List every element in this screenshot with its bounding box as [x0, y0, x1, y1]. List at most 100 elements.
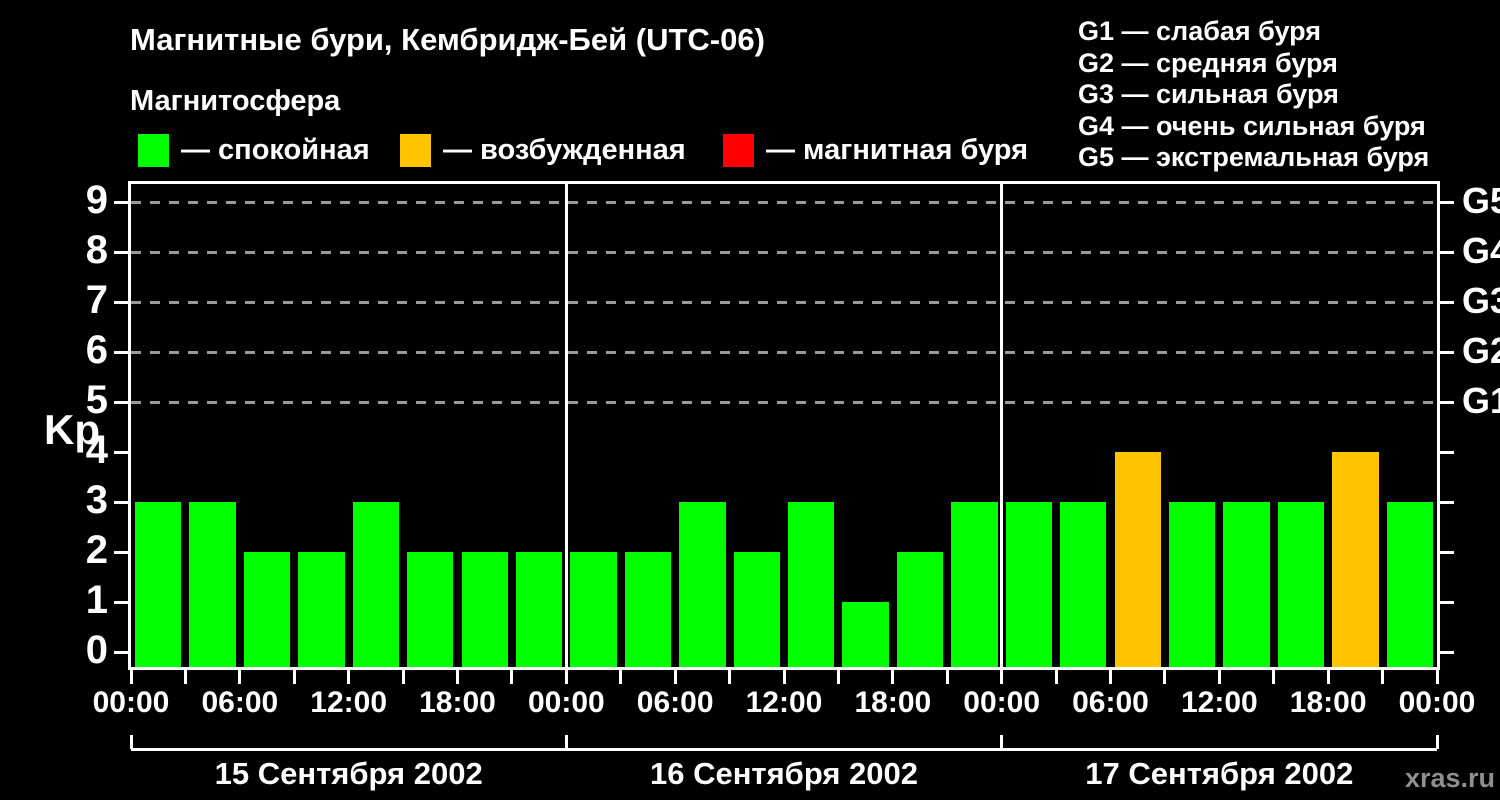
y-axis-label: 8 — [85, 228, 108, 272]
x-axis-tick — [1217, 670, 1221, 684]
kp-bar — [1005, 502, 1053, 667]
kp-bar — [461, 552, 508, 667]
y-axis-tick-right — [1440, 550, 1454, 554]
y-axis-tick-left — [114, 350, 128, 354]
g1-legend-line: G1 — слабая буря — [1078, 16, 1322, 46]
x-axis-tick — [619, 670, 623, 684]
g5-legend-line: G5 — экстремальная буря — [1078, 142, 1430, 172]
time-label: 18:00 — [854, 686, 932, 719]
y-axis-tick-right — [1440, 200, 1454, 204]
right-axis-label-g5: G5 — [1462, 180, 1500, 221]
watermark: xras.ru — [1404, 763, 1495, 793]
right-axis-label-g2: G2 — [1462, 330, 1500, 371]
x-axis-tick — [510, 670, 514, 684]
time-label: 06:00 — [636, 686, 714, 719]
time-label: 00:00 — [1398, 686, 1476, 719]
y-axis-label: 2 — [85, 528, 108, 572]
gridline-kp9 — [131, 201, 1437, 204]
date-bracket-tick — [1000, 735, 1004, 749]
y-axis-label: 5 — [85, 378, 108, 422]
y-axis-tick-left — [114, 650, 128, 654]
right-axis-label-g3: G3 — [1462, 280, 1500, 321]
kp-bar — [1386, 502, 1433, 667]
y-axis-tick-right — [1440, 450, 1454, 454]
right-axis-label-g1: G1 — [1462, 380, 1500, 421]
gridline-kp5 — [131, 401, 1437, 404]
g2-legend-line: G2 — средняя буря — [1078, 47, 1338, 78]
date-label: 15 Сентября 2002 — [214, 756, 483, 791]
y-axis-label: 6 — [85, 328, 108, 372]
y-axis-tick-left — [114, 300, 128, 304]
kp-bar — [842, 602, 889, 667]
kp-bar — [189, 502, 236, 667]
y-axis-label: 0 — [85, 628, 108, 672]
kp-axis-title: Kp — [44, 406, 100, 453]
x-axis-tick — [1435, 670, 1439, 684]
y-axis-label: 3 — [85, 478, 108, 522]
y-axis-tick-right — [1440, 250, 1454, 254]
kp-bar — [570, 552, 617, 667]
x-axis-tick — [673, 670, 677, 684]
y-axis-tick-right — [1440, 500, 1454, 504]
x-axis-tick — [238, 670, 242, 684]
date-label: 17 Сентября 2002 — [1085, 756, 1354, 791]
x-axis-tick — [129, 670, 133, 684]
y-axis-label: 7 — [85, 278, 108, 322]
x-axis-tick — [1109, 670, 1112, 684]
y-axis-tick-right — [1440, 400, 1454, 404]
x-axis-tick — [1326, 670, 1330, 684]
kp-bar — [951, 502, 998, 667]
time-label: 06:00 — [1072, 686, 1149, 719]
x-axis-tick — [782, 670, 786, 684]
y-axis-label: 4 — [85, 428, 108, 472]
x-axis-tick — [456, 670, 459, 684]
storm-scale-legend: G1 — слабая буря G2 — средняя буря G3 — … — [1078, 16, 1429, 174]
time-label: 06:00 — [201, 686, 279, 719]
quiet-color-swatch — [138, 134, 169, 167]
x-axis-tick — [347, 670, 351, 684]
y-axis-tick-right — [1440, 600, 1454, 604]
kp-bar — [788, 502, 835, 667]
plot-frame — [128, 181, 1440, 670]
legend-item-quiet: — спокойная — [138, 134, 370, 167]
y-axis-label: 9 — [85, 178, 108, 222]
gridline-kp8 — [131, 251, 1437, 254]
g3-legend-line: G3 — сильная буря — [1078, 79, 1339, 109]
kp-bar — [733, 552, 780, 667]
x-axis-tick — [728, 670, 732, 684]
kp-bar — [515, 552, 563, 667]
date-label: 16 Сентября 2002 — [649, 756, 919, 791]
y-axis-label: 1 — [85, 578, 108, 622]
time-label: 18:00 — [419, 686, 496, 719]
y-axis-tick-right — [1440, 300, 1454, 304]
legend-label-active: — возбужденная — [443, 134, 686, 166]
x-axis-tick — [183, 670, 187, 684]
date-bracket-tick — [129, 735, 133, 749]
kp-bar — [1277, 502, 1325, 667]
kp-bar — [1060, 502, 1107, 667]
kp-bar — [896, 552, 944, 667]
day-separator — [1000, 184, 1004, 667]
y-axis-tick-left — [114, 400, 128, 404]
kp-bar — [624, 552, 672, 667]
gridline-kp7 — [131, 301, 1437, 304]
active-color-swatch — [400, 134, 431, 167]
time-label: 00:00 — [527, 686, 605, 719]
kp-bar — [243, 552, 291, 667]
y-axis-tick-left — [114, 250, 128, 254]
x-axis-tick — [1054, 670, 1058, 684]
page-title: Магнитные бури, Кембридж-Бей (UTC-06) — [130, 22, 765, 57]
y-axis-tick-left — [114, 600, 128, 604]
kp-bar — [1332, 452, 1379, 667]
x-axis-tick — [564, 670, 568, 684]
kp-bar — [298, 552, 345, 667]
legend-label-quiet: — спокойная — [181, 134, 370, 166]
day-separator — [564, 184, 568, 667]
legend-label-storm: — магнитная буря — [766, 134, 1029, 166]
x-axis-tick — [1000, 670, 1004, 684]
legend-item-active: — возбужденная — [400, 134, 686, 167]
time-label: 12:00 — [1180, 686, 1258, 719]
x-axis-tick — [891, 670, 895, 684]
